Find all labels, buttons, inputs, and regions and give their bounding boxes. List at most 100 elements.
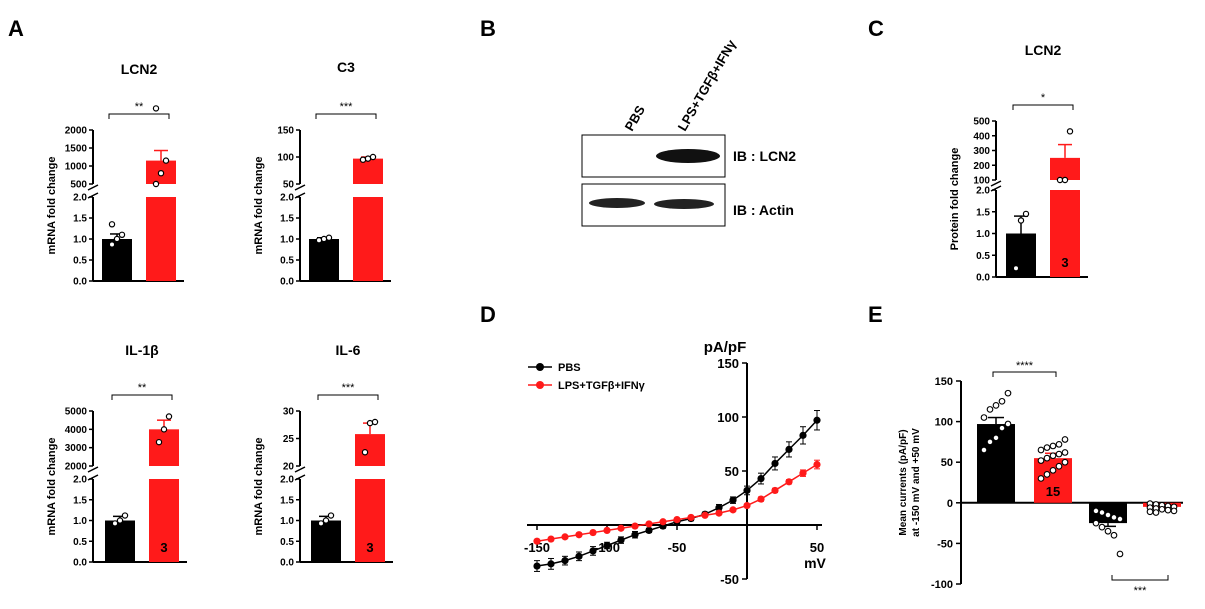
lane-label-treated: LPS+TGFβ+IFNγ	[675, 37, 740, 134]
panel-letter-b: B	[480, 16, 496, 41]
y-tick-label: 2000	[65, 462, 88, 473]
y-tick-label: 100	[717, 410, 739, 425]
significance-label: **	[138, 382, 147, 394]
data-point	[1110, 531, 1118, 539]
n-label: 9	[992, 484, 999, 499]
bar-upper	[1050, 157, 1080, 180]
data-point	[533, 562, 541, 570]
data-point	[320, 235, 328, 243]
data-point	[1061, 458, 1069, 466]
bar	[102, 239, 132, 281]
chart-title: C3	[337, 59, 355, 75]
y-tick-label: 1.0	[280, 516, 294, 527]
bar	[1050, 190, 1080, 277]
data-point	[369, 153, 377, 161]
chart-iv-curve: pA/pF-5050100150-150-100-5050mVPBSLPS+TG…	[524, 339, 827, 587]
panel-letter-d: D	[480, 302, 496, 327]
data-point	[162, 157, 170, 164]
data-point	[1061, 176, 1069, 184]
data-point	[533, 537, 541, 545]
y-tick-label: 2.0	[73, 475, 87, 486]
axis-break-mark	[294, 184, 306, 191]
y-tick-label: 0.5	[280, 537, 294, 548]
y-tick-label: 0.5	[73, 537, 87, 548]
data-point	[1022, 210, 1030, 218]
data-point	[631, 531, 639, 539]
chart-title: IL-1β	[125, 342, 159, 358]
legend-label: PBS	[558, 362, 581, 374]
y-axis-label: mRNA fold change	[46, 157, 58, 255]
data-point	[157, 169, 165, 177]
y-tick-label: 5000	[65, 407, 88, 418]
data-point	[366, 419, 374, 427]
data-point	[813, 416, 821, 424]
chart-title: LCN2	[1025, 42, 1062, 58]
blot-label-actin: IB : Actin	[733, 202, 794, 218]
data-point	[575, 531, 583, 539]
data-point	[1061, 436, 1069, 443]
bar	[355, 479, 385, 562]
data-point	[992, 402, 1000, 409]
blot-band	[654, 199, 714, 209]
y-tick-label: 1.5	[280, 214, 294, 225]
data-point	[1004, 420, 1012, 428]
data-point	[757, 474, 765, 483]
bar	[353, 197, 383, 281]
chart-il6-mrna: IL-6 mRNA fold change 0.0 0.5 1.0 1.5 2.0 20 25 3…	[253, 342, 393, 569]
y-tick-label: 50	[941, 457, 953, 469]
data-point	[359, 156, 367, 163]
blot-band	[656, 149, 720, 163]
data-point	[603, 541, 611, 550]
data-point	[771, 486, 779, 495]
data-point	[113, 235, 121, 243]
data-point	[561, 557, 569, 565]
data-point	[1061, 449, 1069, 456]
chart-title: pA/pF	[704, 339, 747, 356]
y-tick-label: 1.5	[73, 214, 87, 225]
data-point	[603, 526, 611, 535]
panel-letter-a: A	[8, 16, 24, 41]
data-point	[1037, 475, 1045, 482]
data-point	[589, 547, 597, 555]
y-tick-label: 150	[717, 356, 739, 371]
data-point	[1104, 511, 1112, 519]
data-point	[729, 496, 737, 504]
y-tick-label: 1500	[65, 144, 88, 155]
lane-label-pbs: PBS	[622, 103, 649, 134]
bar	[146, 197, 176, 281]
y-axis-label: mRNA fold change	[253, 438, 265, 536]
data-point	[1158, 505, 1166, 513]
data-point	[659, 518, 667, 526]
y-tick-label: 2.0	[73, 193, 87, 204]
y-tick-label: 100	[935, 417, 953, 429]
y-tick-label: 1.5	[280, 495, 294, 506]
y-tick-label: 30	[283, 407, 295, 418]
significance-label: *	[1041, 92, 1046, 104]
data-point	[118, 231, 126, 238]
data-point	[986, 438, 994, 446]
y-tick-label: 150	[935, 376, 953, 388]
data-point	[631, 522, 639, 530]
significance-bracket	[111, 394, 173, 400]
axis-break-mark	[87, 466, 99, 473]
y-tick-label: 1.0	[976, 229, 990, 240]
significance-bracket	[108, 113, 170, 119]
significance-bracket	[315, 113, 377, 119]
y-tick-label: 1.0	[280, 235, 294, 246]
data-point	[1043, 454, 1051, 462]
y-tick-label: 50	[725, 464, 739, 479]
significance-bracket	[317, 394, 379, 400]
y-axis-label: Mean currents (pA/pF)	[898, 429, 909, 535]
data-point	[1104, 527, 1112, 535]
y-tick-label: 0.0	[280, 558, 294, 569]
legend-label: LPS+TGFβ+IFNγ	[558, 380, 646, 392]
data-point	[1049, 442, 1057, 450]
data-point	[325, 234, 333, 241]
bar-upper	[355, 434, 385, 466]
data-point	[1055, 462, 1063, 470]
data-point	[1110, 514, 1118, 521]
n-label: 3	[322, 540, 329, 555]
chart-c3-mrna: C3 mRNA fold change 0.0 0.5 1.0 1.5 2.0 50 100 15…	[253, 59, 391, 288]
data-point	[701, 511, 709, 519]
chart-title: LCN2	[121, 61, 158, 77]
